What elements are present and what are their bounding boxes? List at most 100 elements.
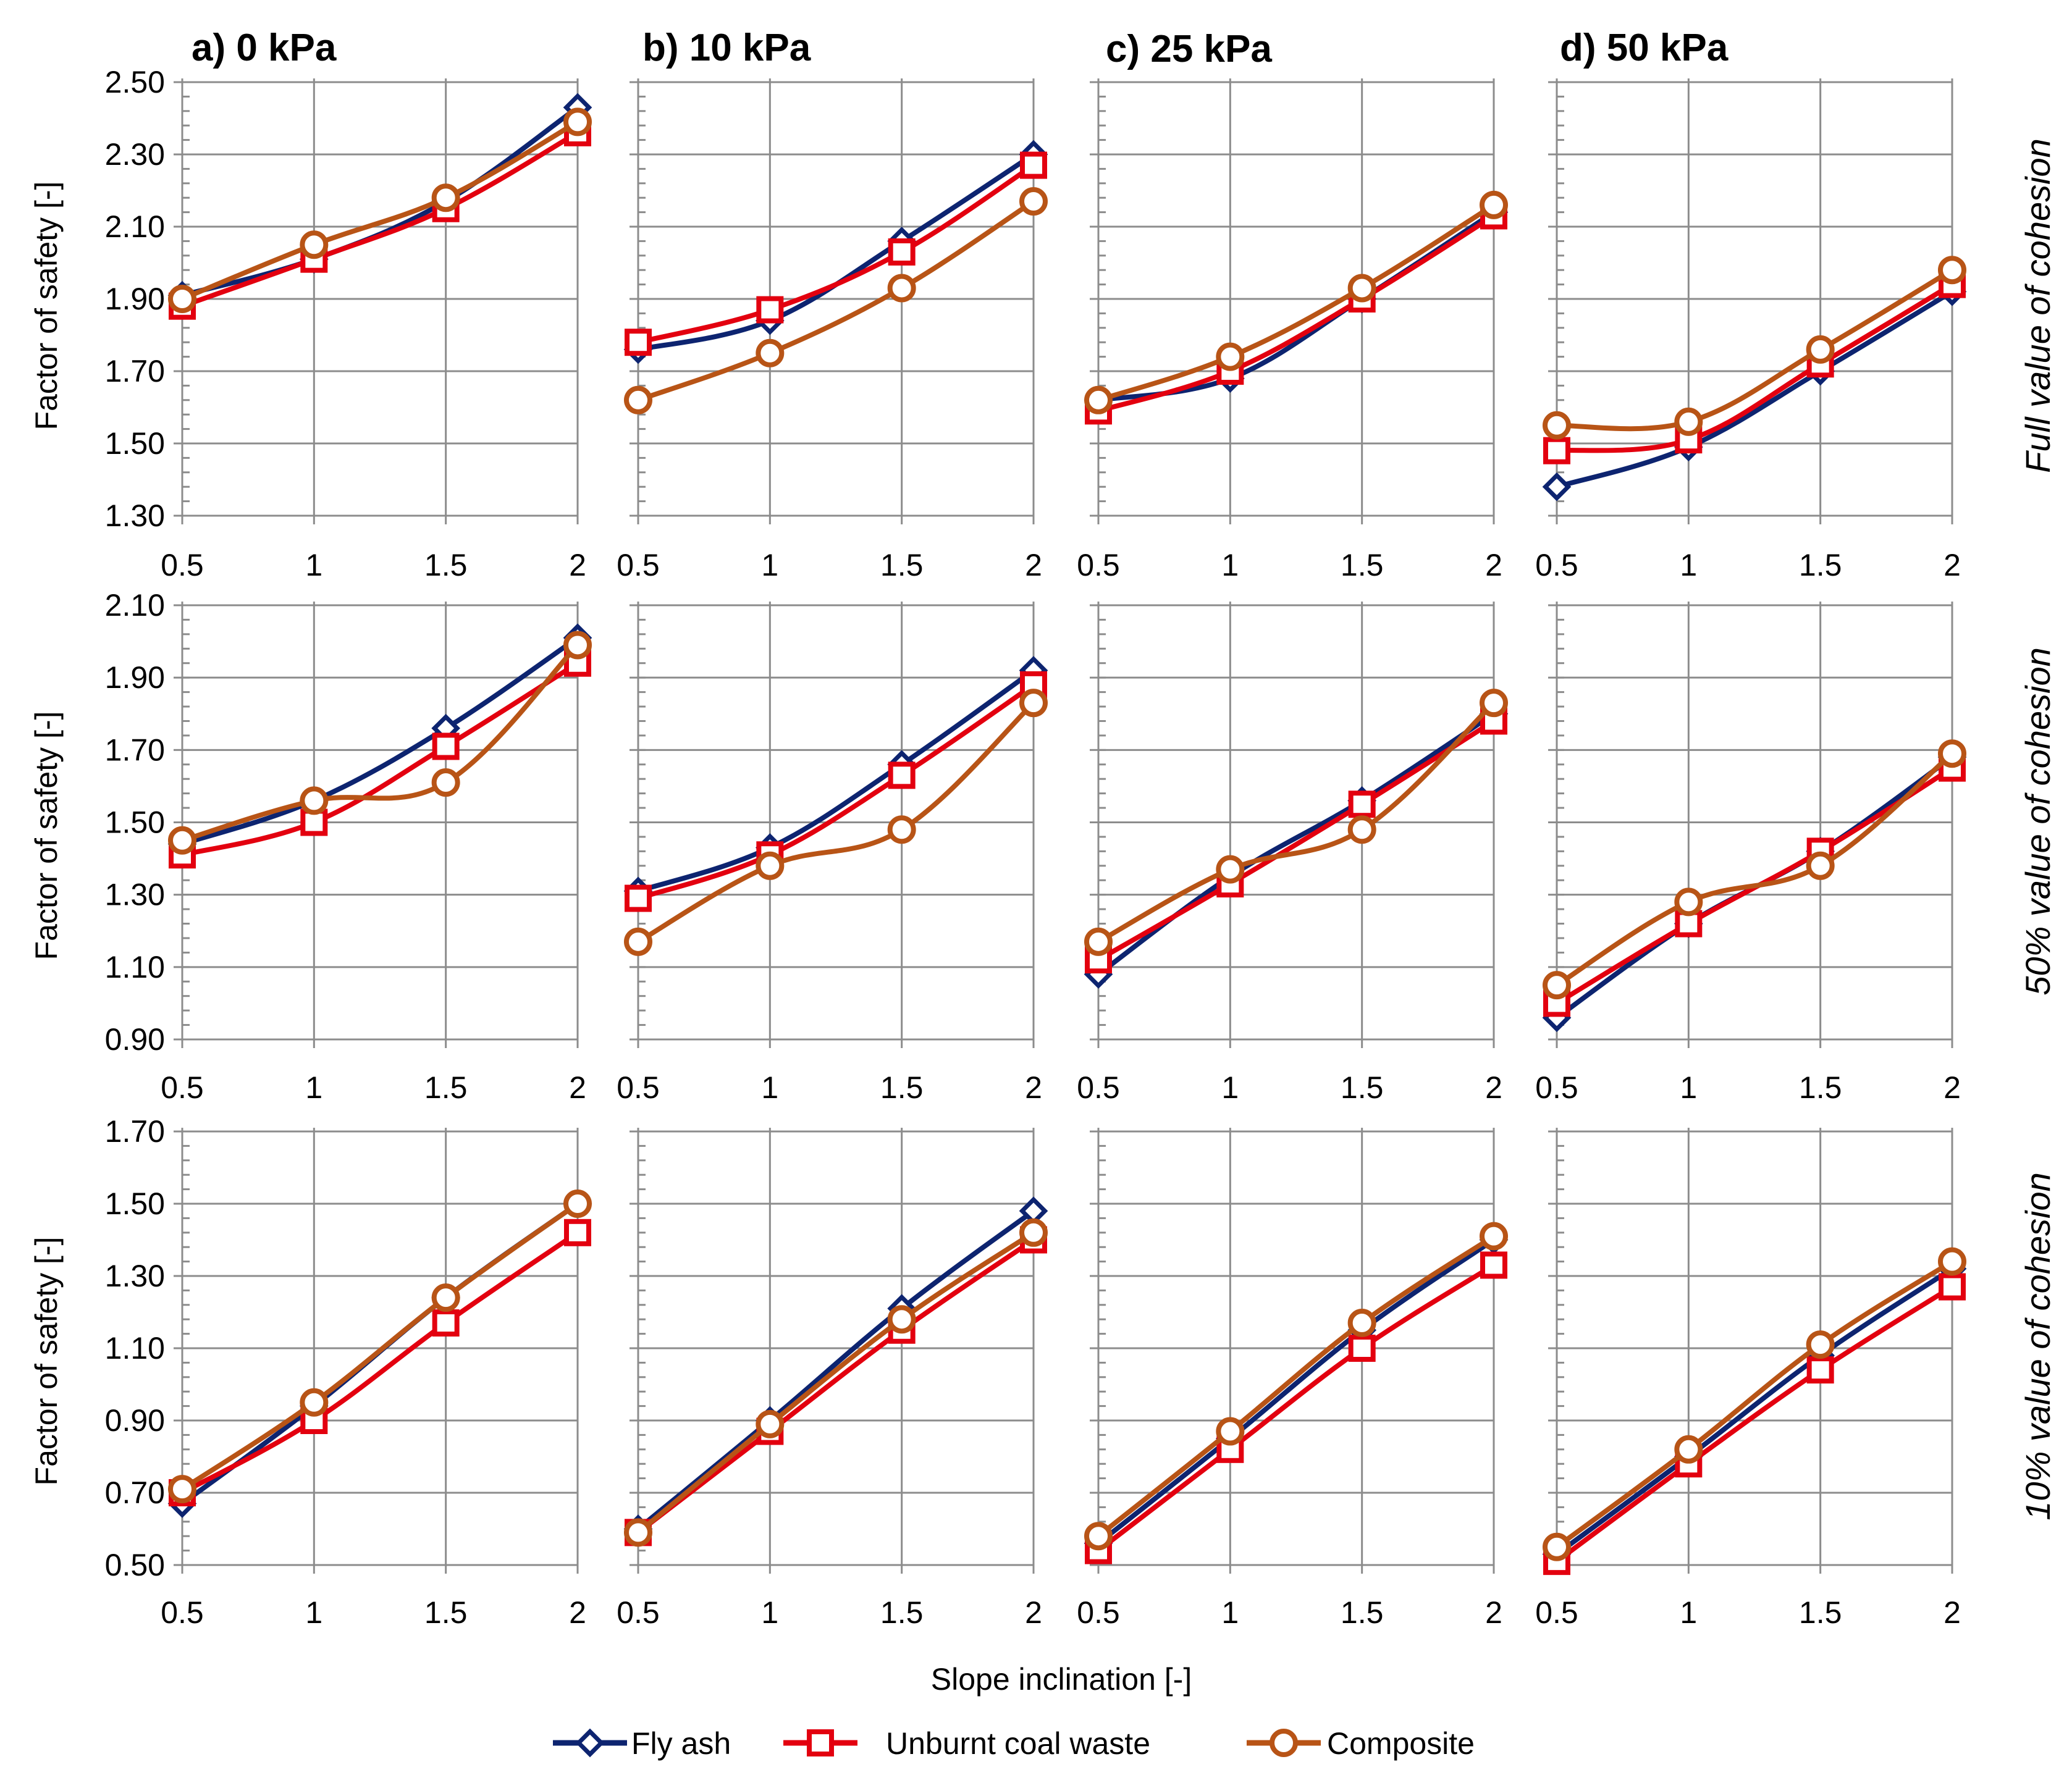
panel-r2-c2: 0.5 1 1.5 2 bbox=[617, 602, 1048, 1105]
point-unburnt-coal-waste bbox=[888, 238, 916, 266]
x-tick-label: 2 bbox=[1025, 548, 1042, 582]
x-tick-label: 1 bbox=[1680, 1070, 1697, 1105]
legend-marker-fly-ash bbox=[575, 1728, 605, 1758]
point-composite bbox=[756, 851, 785, 880]
panel-r3-c3: 0.5 1 1.5 2 bbox=[1077, 1128, 1509, 1630]
x-tick-label: 1 bbox=[761, 1595, 778, 1630]
x-tick-label: 1.5 bbox=[424, 1070, 468, 1105]
y-tick-label: 2.50 bbox=[105, 65, 165, 99]
x-tick-label: 2 bbox=[1025, 1070, 1042, 1105]
point-unburnt-coal-waste bbox=[564, 1219, 591, 1246]
point-unburnt-coal-waste bbox=[625, 884, 652, 912]
series-line-composite bbox=[1097, 1234, 1496, 1538]
legend-marker-unburnt-coal-waste bbox=[807, 1729, 834, 1756]
point-composite bbox=[1347, 274, 1376, 303]
x-tick-label: 0.5 bbox=[161, 1070, 204, 1105]
y-tick-label: 1.10 bbox=[105, 950, 165, 984]
point-composite bbox=[1216, 1417, 1245, 1446]
x-tick-label: 1.5 bbox=[1799, 1595, 1842, 1630]
x-tick-label: 0.5 bbox=[1077, 1070, 1120, 1105]
column-title-a: a) 0 kPa bbox=[192, 27, 337, 69]
legend-marker-composite bbox=[1270, 1729, 1298, 1757]
point-composite bbox=[1543, 411, 1571, 440]
y-tick-label: 1.50 bbox=[105, 805, 165, 840]
point-composite bbox=[300, 786, 329, 815]
y-tick-label: 1.70 bbox=[105, 1114, 165, 1149]
legend: Fly ash Unburnt coal waste Composite bbox=[553, 1726, 1475, 1761]
point-composite bbox=[1019, 689, 1048, 718]
y-tick-label: 2.10 bbox=[105, 588, 165, 623]
panel-r3-c2: 0.5 1 1.5 2 bbox=[617, 1128, 1048, 1630]
point-composite bbox=[1084, 927, 1113, 956]
point-composite bbox=[624, 927, 652, 956]
point-composite bbox=[431, 183, 460, 212]
point-unburnt-coal-waste bbox=[1348, 1335, 1376, 1362]
x-tick-label: 2 bbox=[1944, 548, 1961, 582]
point-composite bbox=[1480, 190, 1508, 219]
point-composite bbox=[1806, 335, 1835, 364]
column-title-b: b) 10 kPa bbox=[642, 27, 811, 69]
x-tick-label: 1.5 bbox=[1799, 548, 1842, 582]
column-title-c: c) 25 kPa bbox=[1106, 28, 1272, 70]
point-composite bbox=[624, 385, 652, 414]
x-tick-label: 1.5 bbox=[880, 1070, 924, 1105]
panels-layer: 1.301.501.701.902.102.302.500.5 1 1.5 2 0.5 1… bbox=[105, 65, 1967, 1630]
y-tick-label: 1.50 bbox=[105, 1186, 165, 1221]
point-composite bbox=[1216, 855, 1245, 884]
y-tick-label: 1.10 bbox=[105, 1331, 165, 1366]
x-tick-label: 1 bbox=[1221, 1070, 1239, 1105]
legend-item-composite: Composite bbox=[1247, 1726, 1475, 1761]
point-unburnt-coal-waste bbox=[1348, 791, 1376, 818]
y-tick-label: 0.50 bbox=[105, 1548, 165, 1582]
point-composite bbox=[563, 1190, 592, 1218]
series-line-composite bbox=[180, 1201, 579, 1492]
point-unburnt-coal-waste bbox=[756, 296, 784, 324]
legend-item-unburnt-coal-waste: Unburnt coal waste bbox=[783, 1726, 1150, 1761]
y-tick-label: 1.30 bbox=[105, 878, 165, 912]
point-composite bbox=[1806, 851, 1835, 880]
y-tick-label: 1.90 bbox=[105, 660, 165, 695]
series-line-composite bbox=[1097, 701, 1496, 944]
series-line-unburnt-coal-waste bbox=[638, 163, 1035, 345]
x-tick-label: 2 bbox=[1025, 1595, 1042, 1630]
x-tick-label: 1 bbox=[1221, 1595, 1239, 1630]
x-tick-label: 1 bbox=[761, 548, 778, 582]
x-tick-label: 0.5 bbox=[617, 1070, 660, 1105]
series-line-fly-ash bbox=[181, 636, 579, 847]
x-tick-label: 1.5 bbox=[424, 1595, 468, 1630]
point-composite bbox=[1806, 1330, 1835, 1359]
panel-r1-c1: 1.30 1.50 1.70 1.90 2.10 2.30 2.50 0.5 1 1.5 2 bbox=[105, 65, 592, 582]
point-composite bbox=[1084, 1522, 1113, 1551]
x-tick-label: 0.5 bbox=[617, 1595, 660, 1630]
panel-r1-c2: 0.5 1 1.5 2 bbox=[617, 78, 1048, 582]
point-composite bbox=[1674, 407, 1703, 436]
series-line-fly-ash bbox=[1555, 1266, 1954, 1556]
point-composite bbox=[887, 815, 916, 844]
point-unburnt-coal-waste bbox=[432, 1309, 460, 1337]
point-unburnt-coal-waste bbox=[1020, 151, 1047, 179]
y-tick-label: 1.30 bbox=[105, 1259, 165, 1293]
y-tick-label: 0.90 bbox=[105, 1022, 165, 1057]
y-tick-label: 0.70 bbox=[105, 1475, 165, 1510]
series-line-unburnt-coal-waste bbox=[1555, 1285, 1954, 1564]
column-title-d: d) 50 kPa bbox=[1560, 27, 1729, 69]
point-composite bbox=[624, 1518, 652, 1547]
x-tick-label: 0.5 bbox=[161, 1595, 204, 1630]
point-unburnt-coal-waste bbox=[432, 732, 460, 760]
x-tick-label: 0.5 bbox=[1077, 1595, 1120, 1630]
y-axis-title-row-3: Factor of safety [-] bbox=[29, 1237, 64, 1486]
panel-r3-c1: 0.50 0.70 0.90 1.10 1.30 1.50 1.70 0.5 1 1.5 2 bbox=[105, 1114, 592, 1630]
series-line-composite bbox=[1555, 752, 1954, 988]
row-label-50: 50% value of cohesion bbox=[2018, 647, 2057, 996]
panel-r1-c3: 0.5 1 1.5 2 bbox=[1077, 78, 1509, 582]
series-line-unburnt-coal-waste bbox=[1097, 719, 1496, 962]
x-tick-label: 1.5 bbox=[1341, 548, 1384, 582]
x-tick-label: 2 bbox=[1485, 548, 1502, 582]
panel-r2-c3: 0.5 1 1.5 2 bbox=[1077, 602, 1509, 1105]
point-composite bbox=[756, 338, 785, 367]
x-tick-label: 0.5 bbox=[1535, 548, 1578, 582]
x-axis-title: Slope inclination [-] bbox=[931, 1662, 1192, 1697]
series-line-composite bbox=[181, 119, 579, 301]
point-composite bbox=[1347, 815, 1376, 844]
